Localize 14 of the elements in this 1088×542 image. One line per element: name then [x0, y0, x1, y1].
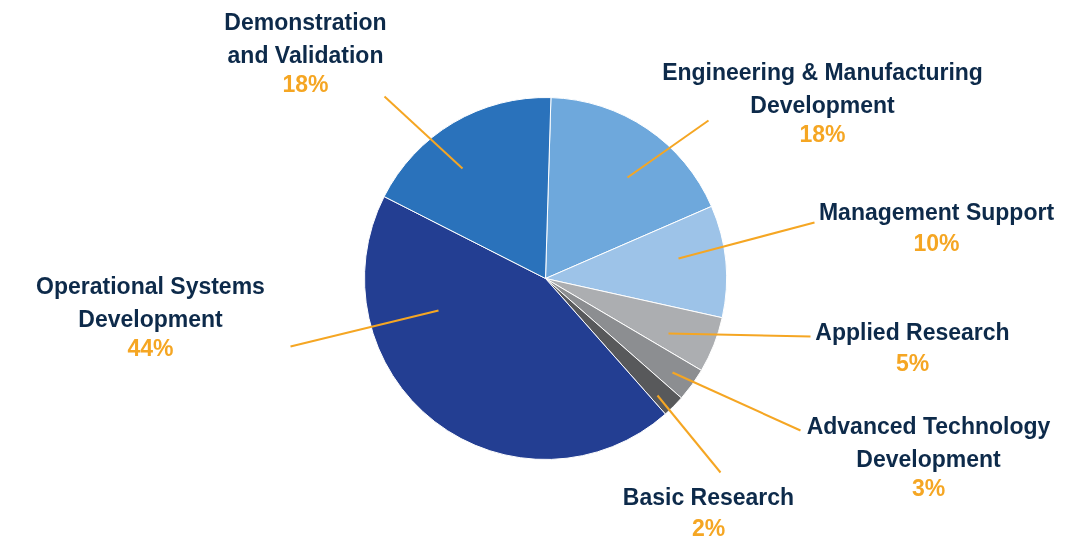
data-label: 10%	[913, 229, 960, 256]
data-label: 2%	[691, 514, 726, 541]
slice-label: Advanced Technology Development	[806, 412, 1051, 473]
slice-label: Demonstration and Validation	[224, 8, 387, 69]
data-label: 3%	[911, 474, 946, 501]
slice-label: Operational Systems Development	[36, 272, 265, 333]
slice-label: Engineering & Manufacturing Development	[662, 58, 983, 119]
data-label: 18%	[282, 70, 329, 97]
slice-label: Management Support	[818, 198, 1055, 225]
data-label: 5%	[895, 349, 930, 376]
data-label: 44%	[127, 334, 174, 361]
slice-label: Basic Research	[622, 483, 795, 510]
data-label: 18%	[799, 120, 846, 147]
slice-label: Applied Research	[815, 318, 1010, 345]
